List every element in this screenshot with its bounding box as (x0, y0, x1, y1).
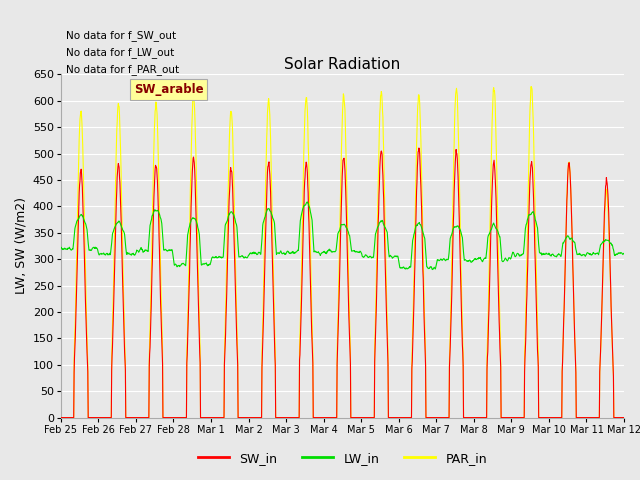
Text: No data for f_PAR_out: No data for f_PAR_out (67, 64, 180, 75)
Y-axis label: LW, SW (W/m2): LW, SW (W/m2) (14, 197, 27, 295)
Text: No data for f_SW_out: No data for f_SW_out (67, 30, 177, 41)
Text: No data for f_LW_out: No data for f_LW_out (67, 47, 175, 58)
Legend: SW_in, LW_in, PAR_in: SW_in, LW_in, PAR_in (193, 447, 492, 470)
Text: SW_arable: SW_arable (134, 83, 204, 96)
Title: Solar Radiation: Solar Radiation (284, 57, 401, 72)
